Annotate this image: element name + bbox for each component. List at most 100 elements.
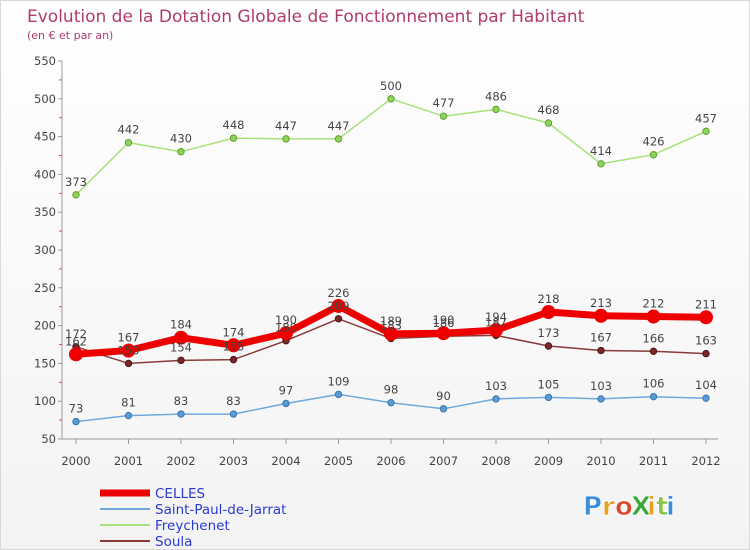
data-label: 373 <box>65 175 87 189</box>
x-tick-label: 2006 <box>376 454 405 468</box>
data-label: 447 <box>328 119 350 133</box>
y-tick-label: 550 <box>34 54 56 68</box>
data-label: 163 <box>695 334 717 348</box>
data-point <box>597 395 605 403</box>
series-group <box>69 95 713 426</box>
data-label: 457 <box>695 111 717 125</box>
data-label: 209 <box>328 299 350 313</box>
data-label: 190 <box>275 313 297 327</box>
data-point <box>124 359 133 368</box>
y-tick-label: 150 <box>34 356 56 370</box>
data-point <box>177 356 185 365</box>
data-label: 81 <box>121 396 136 410</box>
data-label: 186 <box>433 316 455 330</box>
data-label: 226 <box>328 286 350 300</box>
data-point <box>702 127 710 136</box>
y-tick-label: 200 <box>34 319 56 333</box>
data-point <box>646 309 661 324</box>
logo-letter: P <box>583 492 603 522</box>
data-point <box>229 134 238 142</box>
data-point <box>174 330 188 345</box>
data-label: 105 <box>538 377 560 391</box>
data-point <box>439 405 448 413</box>
x-tick-label: 2001 <box>114 454 143 468</box>
logo-letter: i <box>647 492 657 522</box>
logo-letter: i <box>666 492 676 522</box>
y-tick-label: 500 <box>34 92 56 106</box>
data-point <box>279 326 293 341</box>
data-point <box>282 135 290 143</box>
data-label: 211 <box>695 297 717 311</box>
data-label: 155 <box>223 340 245 354</box>
data-label: 213 <box>590 296 612 310</box>
data-label: 97 <box>279 383 294 397</box>
data-label: 189 <box>380 314 402 328</box>
data-label: 109 <box>328 374 350 388</box>
data-point <box>334 135 343 143</box>
y-tick-label: 50 <box>41 432 56 446</box>
proxiti-logo: Pr oXi ti <box>583 492 676 523</box>
logo-letter: t <box>656 492 669 522</box>
data-point <box>597 160 605 168</box>
data-label: 104 <box>695 378 717 392</box>
data-label: 73 <box>69 402 84 416</box>
data-label: 218 <box>538 292 560 306</box>
data-point <box>544 393 553 402</box>
data-label: 83 <box>174 394 189 408</box>
logo-letter: X <box>631 492 652 522</box>
data-label: 174 <box>223 325 245 339</box>
data-point <box>384 326 398 341</box>
data-point <box>177 148 185 156</box>
x-tick-label: 2000 <box>61 454 90 468</box>
data-label: 103 <box>590 379 612 393</box>
data-label: 448 <box>223 118 245 132</box>
legend: CELLESSaint-Paul-de-JarratFreychenetSoul… <box>100 486 286 550</box>
data-point <box>649 151 658 159</box>
x-tick-label: 2008 <box>481 454 510 468</box>
data-label: 190 <box>433 313 455 327</box>
data-point <box>492 395 500 403</box>
x-tick-label: 2003 <box>219 454 248 468</box>
data-point <box>331 298 346 313</box>
data-point <box>282 399 290 408</box>
data-label: 500 <box>380 79 402 93</box>
data-label: 212 <box>643 297 665 311</box>
data-labels: 373 442 430 448 447 447 500 477 486 468 414 426 457 7… <box>65 79 717 416</box>
chart-subtitle: (en € et par an) <box>27 29 113 42</box>
x-tick-label: 2007 <box>429 454 458 468</box>
data-point <box>334 390 343 399</box>
y-tick-label: 450 <box>34 130 56 144</box>
data-label: 162 <box>65 334 87 348</box>
data-point <box>69 347 83 362</box>
data-point <box>699 310 713 325</box>
data-label: 442 <box>118 123 140 137</box>
data-point <box>436 326 451 341</box>
legend-label: Freychenet <box>155 518 230 534</box>
data-point <box>597 346 605 355</box>
x-tick-label: 2009 <box>534 454 563 468</box>
x-tick-label: 2002 <box>166 454 195 468</box>
data-label: 183 <box>380 318 402 332</box>
data-label: 173 <box>538 326 560 340</box>
chart-title: Evolution de la Dotation Globale de Fonc… <box>27 7 585 27</box>
data-label: 430 <box>170 132 192 146</box>
y-tick-label: 300 <box>34 243 56 257</box>
data-point <box>594 308 608 323</box>
data-label: 414 <box>590 144 612 158</box>
data-label: 180 <box>275 321 297 335</box>
data-label: 486 <box>485 89 507 103</box>
data-label: 150 <box>118 343 140 357</box>
data-label: 154 <box>170 340 192 354</box>
data-label: 167 <box>118 331 140 345</box>
data-label: 103 <box>485 379 507 393</box>
data-point <box>72 417 80 426</box>
data-point <box>387 399 395 407</box>
y-tick-label: 400 <box>34 167 56 181</box>
x-tick-label: 2012 <box>691 454 720 468</box>
data-point <box>489 323 503 338</box>
data-label: 98 <box>384 383 399 397</box>
y-tick-label: 100 <box>34 394 56 408</box>
legend-label: Saint-Paul-de-Jarrat <box>155 502 286 518</box>
